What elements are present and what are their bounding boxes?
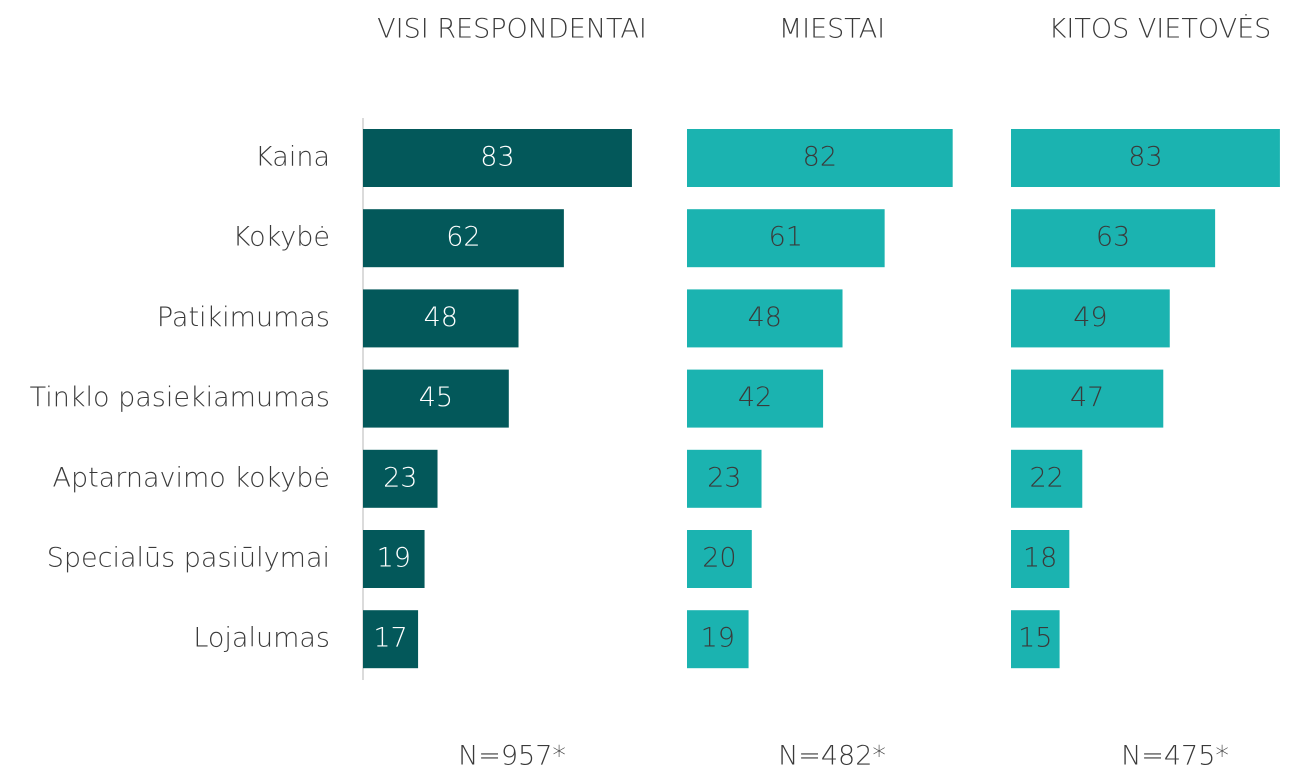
value-label: 82 xyxy=(803,142,837,173)
bar xyxy=(687,369,824,428)
value-label: 45 xyxy=(419,382,453,413)
value-label: 42 xyxy=(738,382,772,413)
bar xyxy=(363,129,632,187)
bar xyxy=(687,289,843,348)
bar xyxy=(363,369,509,428)
value-label: 48 xyxy=(424,302,458,333)
panel-title: VISI RESPONDENTAI xyxy=(377,14,647,45)
bar xyxy=(363,289,519,348)
bar xyxy=(1011,449,1083,508)
bar xyxy=(687,610,749,669)
value-label: 63 xyxy=(1096,222,1130,253)
bar xyxy=(1011,209,1216,268)
value-label: 18 xyxy=(1023,543,1057,574)
bar xyxy=(363,209,564,268)
value-label: 22 xyxy=(1029,462,1063,493)
category-label: Specialūs pasiūlymai xyxy=(47,543,330,574)
category-label: Kokybė xyxy=(233,222,330,253)
bar xyxy=(363,610,419,669)
value-label: 23 xyxy=(383,462,417,493)
value-label: 23 xyxy=(707,462,741,493)
bar xyxy=(687,449,762,508)
value-label: 48 xyxy=(748,302,782,333)
value-label: 49 xyxy=(1073,302,1107,333)
bar xyxy=(1011,610,1060,669)
bar xyxy=(1011,530,1070,588)
value-label: 20 xyxy=(702,543,736,574)
sample-size: N=482* xyxy=(778,741,886,772)
value-label: 83 xyxy=(480,142,514,173)
bar xyxy=(363,530,425,588)
value-label: 62 xyxy=(446,222,480,253)
category-label: Kaina xyxy=(255,142,330,173)
bar xyxy=(687,209,885,268)
value-label: 61 xyxy=(769,222,803,253)
value-label: 19 xyxy=(701,623,735,654)
bar xyxy=(687,129,953,187)
category-label: Patikimumas xyxy=(157,302,330,333)
value-label: 15 xyxy=(1018,623,1052,654)
value-label: 17 xyxy=(373,623,407,654)
panel-title: KITOS VIETOVĖS xyxy=(1049,14,1272,45)
bar xyxy=(1011,129,1280,187)
category-label: Tinklo pasiekiamumas xyxy=(30,382,330,413)
category-label: Lojalumas xyxy=(193,623,330,654)
bar xyxy=(363,449,438,508)
value-label: 19 xyxy=(377,543,411,574)
sample-size: N=475* xyxy=(1121,741,1229,772)
category-label: Aptarnavimo kokybė xyxy=(52,462,330,493)
value-label: 83 xyxy=(1128,142,1162,173)
bar xyxy=(687,530,752,588)
bar xyxy=(1011,289,1170,348)
value-label: 47 xyxy=(1070,382,1104,413)
bar xyxy=(1011,369,1164,428)
sample-size: N=957* xyxy=(458,741,566,772)
panel-title: MIESTAI xyxy=(779,14,885,45)
